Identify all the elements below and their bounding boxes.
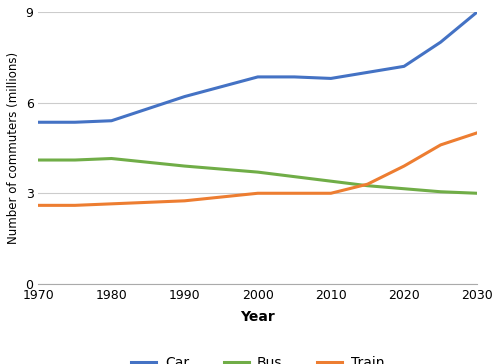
Train — [108, 202, 114, 206]
Bus — [364, 183, 370, 188]
Bus — [108, 156, 114, 161]
Car — [401, 64, 407, 68]
Train — [474, 131, 480, 135]
Car — [72, 120, 78, 124]
Car — [108, 119, 114, 123]
Car — [255, 75, 261, 79]
Car — [474, 10, 480, 14]
Bus — [328, 179, 334, 183]
Train — [255, 191, 261, 195]
Line: Bus: Bus — [38, 158, 477, 193]
Bus — [438, 190, 444, 194]
Train — [438, 143, 444, 147]
X-axis label: Year: Year — [240, 310, 275, 324]
Line: Car: Car — [38, 12, 477, 122]
Train — [401, 164, 407, 168]
Car — [328, 76, 334, 80]
Bus — [474, 191, 480, 195]
Car — [182, 94, 188, 99]
Train — [328, 191, 334, 195]
Train — [364, 182, 370, 186]
Bus — [255, 170, 261, 174]
Bus — [36, 158, 42, 162]
Car — [36, 120, 42, 124]
Bus — [401, 186, 407, 191]
Train — [292, 191, 298, 195]
Car — [438, 40, 444, 44]
Line: Train: Train — [38, 133, 477, 205]
Train — [182, 199, 188, 203]
Y-axis label: Number of commuters (millions): Number of commuters (millions) — [7, 52, 20, 244]
Train — [36, 203, 42, 207]
Bus — [72, 158, 78, 162]
Train — [72, 203, 78, 207]
Bus — [182, 164, 188, 168]
Car — [292, 75, 298, 79]
Legend: Car, Bus, Train: Car, Bus, Train — [126, 351, 390, 364]
Bus — [292, 174, 298, 179]
Car — [364, 70, 370, 75]
